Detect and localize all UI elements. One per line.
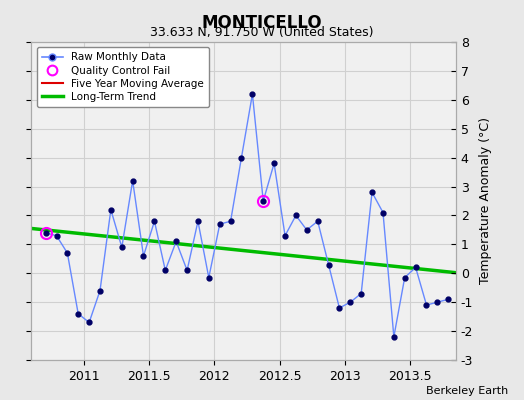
Legend: Raw Monthly Data, Quality Control Fail, Five Year Moving Average, Long-Term Tren: Raw Monthly Data, Quality Control Fail, … xyxy=(37,47,209,107)
Text: Berkeley Earth: Berkeley Earth xyxy=(426,386,508,396)
Text: MONTICELLO: MONTICELLO xyxy=(202,14,322,32)
Text: 33.633 N, 91.750 W (United States): 33.633 N, 91.750 W (United States) xyxy=(150,26,374,39)
Y-axis label: Temperature Anomaly (°C): Temperature Anomaly (°C) xyxy=(478,118,492,284)
